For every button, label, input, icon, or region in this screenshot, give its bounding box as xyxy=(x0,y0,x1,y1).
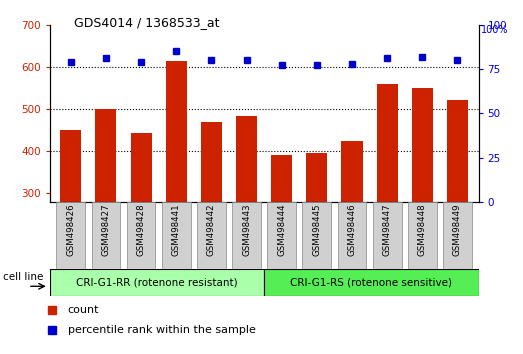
Text: CRI-G1-RS (rotenone sensitive): CRI-G1-RS (rotenone sensitive) xyxy=(290,277,452,287)
Bar xyxy=(447,100,468,320)
Bar xyxy=(162,202,191,269)
Bar xyxy=(60,130,81,320)
Bar xyxy=(166,61,187,320)
Text: GSM498428: GSM498428 xyxy=(137,204,145,256)
Text: cell line: cell line xyxy=(3,272,43,282)
Text: percentile rank within the sample: percentile rank within the sample xyxy=(68,325,256,335)
Text: count: count xyxy=(68,306,99,315)
Bar xyxy=(127,202,155,269)
Bar xyxy=(302,202,331,269)
Text: GSM498427: GSM498427 xyxy=(101,204,110,256)
Text: GDS4014 / 1368533_at: GDS4014 / 1368533_at xyxy=(74,16,219,29)
Bar xyxy=(197,202,226,269)
Text: 100%: 100% xyxy=(481,25,509,35)
Bar xyxy=(267,202,296,269)
Bar xyxy=(92,202,120,269)
Bar xyxy=(342,141,362,320)
Text: GSM498444: GSM498444 xyxy=(277,204,286,256)
Bar xyxy=(131,133,152,320)
Text: GSM498426: GSM498426 xyxy=(66,204,75,256)
Bar xyxy=(412,88,433,320)
Bar xyxy=(95,109,117,320)
Bar xyxy=(306,153,327,320)
Text: GSM498448: GSM498448 xyxy=(418,204,427,256)
Text: GSM498445: GSM498445 xyxy=(312,204,321,256)
Bar xyxy=(232,202,261,269)
Bar xyxy=(408,202,437,269)
Bar xyxy=(56,202,85,269)
Bar xyxy=(373,202,402,269)
Text: GSM498442: GSM498442 xyxy=(207,204,216,256)
Bar xyxy=(271,155,292,320)
Text: CRI-G1-RR (rotenone resistant): CRI-G1-RR (rotenone resistant) xyxy=(76,277,238,287)
Bar xyxy=(337,202,367,269)
Text: GSM498449: GSM498449 xyxy=(453,204,462,256)
Text: GSM498441: GSM498441 xyxy=(172,204,181,256)
Text: GSM498443: GSM498443 xyxy=(242,204,251,256)
Bar xyxy=(264,269,479,296)
Text: GSM498447: GSM498447 xyxy=(383,204,392,256)
Bar xyxy=(201,122,222,320)
Bar xyxy=(443,202,472,269)
Bar xyxy=(236,116,257,320)
Bar xyxy=(50,269,264,296)
Bar xyxy=(377,84,397,320)
Text: GSM498446: GSM498446 xyxy=(347,204,357,256)
